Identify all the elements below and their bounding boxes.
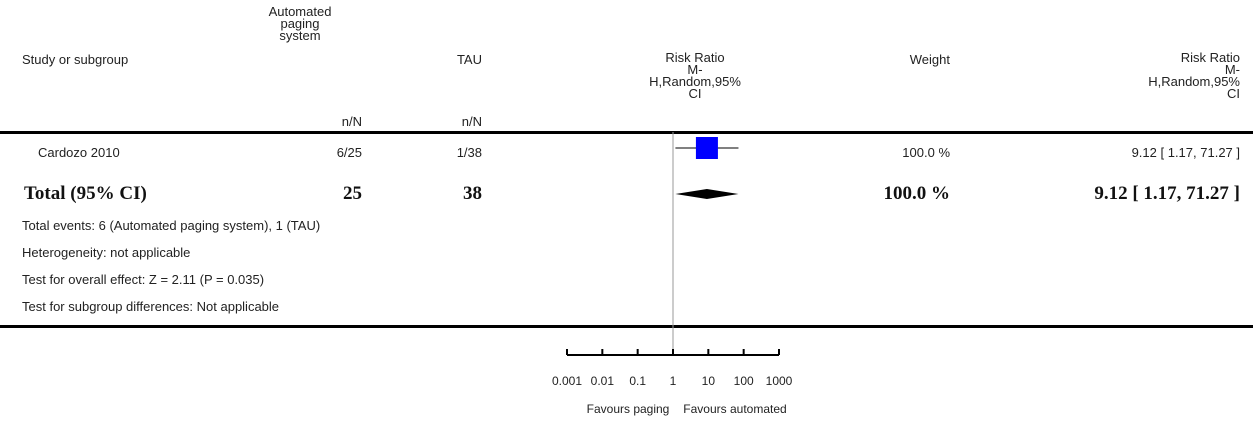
note-heterogeneity: Heterogeneity: not applicable [22,245,191,260]
ctrl-col-header: TAU [456,52,482,67]
total-exp: 25 [343,183,362,204]
total-weight: 100.0 % [883,183,951,204]
axis-tick-label: 100 [734,374,754,388]
rr-col-header-line1: Risk Ratio [1180,50,1240,65]
favours-right-label: Favours automated [683,402,786,416]
axis-tick-label: 0.001 [552,374,582,388]
axis-ticks [566,349,780,355]
rr-col-header-line4: CI [1227,86,1240,101]
footer-rule [0,325,1253,328]
favours-left-label: Favours paging [587,402,670,416]
rr-col-header-line2: M- [1224,62,1240,77]
exp-header-line3: system [279,28,321,43]
rr-plot-header-line1: Risk Ratio [665,50,725,65]
study-effect-square [695,137,718,159]
note-overall: Test for overall effect: Z = 2.11 (P = 0… [22,272,265,287]
axis-tick-labels: 0.001 0.01 0.1 1 10 100 1000 [552,374,793,388]
rr-plot-header: Risk Ratio M- H,Random,95% CI [630,50,760,101]
study-rr: 9.12 [ 1.17, 71.27 ] [1131,145,1240,160]
axis-tick-label: 10 [702,374,716,388]
axis-tick-label: 0.01 [591,374,615,388]
axis-tick-label: 1 [670,374,677,388]
total-ctrl: 38 [463,183,482,204]
study-exp: 6/25 [336,145,362,160]
rr-plot-header-line2: M- [687,62,703,77]
weight-col-header: Weight [909,52,950,67]
study-weight: 100.0 % [902,145,950,160]
axis-tick-label: 1000 [766,374,793,388]
exp-header: Automated paging system [250,4,350,43]
header-rule [0,131,1253,134]
study-col-header: Study or subgroup [22,52,129,67]
ctrl-nN-header: n/N [461,114,482,129]
total-diamond [675,189,739,199]
axis-tick-label: 0.1 [629,374,646,388]
rr-plot-header-line4: CI [688,86,702,101]
study-name: Cardozo 2010 [38,145,120,160]
rr-col-header-line3: H,Random,95% [1148,74,1240,89]
note-events: Total events: 6 (Automated paging system… [22,218,321,233]
exp-header-line2: paging [280,16,320,31]
note-subgroup: Test for subgroup differences: Not appli… [22,299,280,314]
rr-col-header: Risk Ratio M- H,Random,95% CI [1100,50,1240,101]
total-rr: 9.12 [ 1.17, 71.27 ] [1094,183,1240,204]
exp-header-line1: Automated [268,4,332,19]
study-ctrl: 1/38 [456,145,482,160]
rr-plot-header-line3: H,Random,95% [649,74,741,89]
total-label: Total (95% CI) [24,183,147,204]
exp-nN-header: n/N [341,114,362,129]
